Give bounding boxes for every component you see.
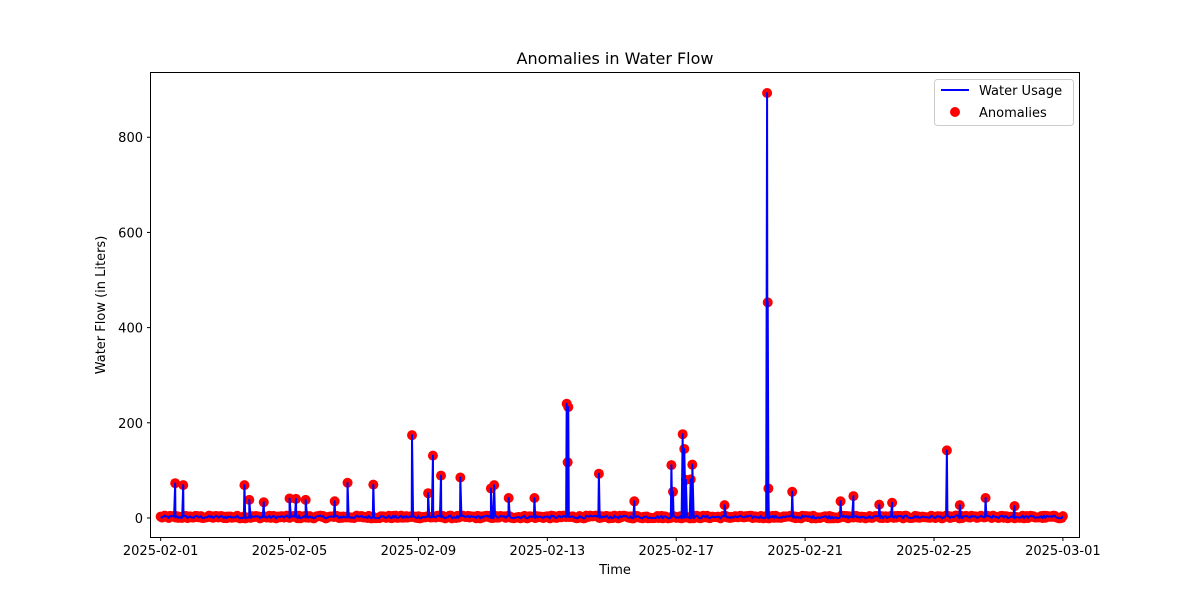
x-tick-label: 2025-02-01: [123, 544, 199, 559]
legend-label-anomalies: Anomalies: [979, 106, 1047, 121]
water-usage-line: [160, 91, 1064, 520]
x-tick-label: 2025-03-01: [1025, 544, 1101, 559]
x-tick-label: 2025-02-05: [252, 544, 328, 559]
y-tick-label: 0: [135, 512, 143, 527]
legend: Water Usage Anomalies: [934, 79, 1074, 126]
x-tick-label: 2025-02-25: [896, 544, 972, 559]
y-tick-label: 800: [118, 131, 143, 146]
x-tick-label: 2025-02-17: [638, 544, 714, 559]
x-tick-label: 2025-02-21: [767, 544, 843, 559]
x-axis-label: Time: [598, 563, 631, 578]
y-tick-label: 200: [118, 417, 143, 432]
x-axis: 2025-02-01 2025-02-05 2025-02-09 2025-02-13…: [123, 537, 1101, 559]
y-tick-label: 600: [118, 226, 143, 241]
chart-title: Anomalies in Water Flow: [517, 49, 714, 68]
legend-label-water-usage: Water Usage: [979, 84, 1062, 99]
x-tick-label: 2025-02-13: [510, 544, 586, 559]
y-tick-label: 400: [118, 322, 143, 337]
y-axis: 0 200 400 600 800: [118, 131, 151, 527]
data-layer: [155, 87, 1068, 524]
plot-frame: [150, 72, 1080, 538]
legend-box: [934, 79, 1074, 126]
legend-marker-swatch: [950, 107, 960, 117]
y-axis-label: Water Flow (in Liters): [94, 236, 109, 375]
x-tick-label: 2025-02-09: [381, 544, 457, 559]
